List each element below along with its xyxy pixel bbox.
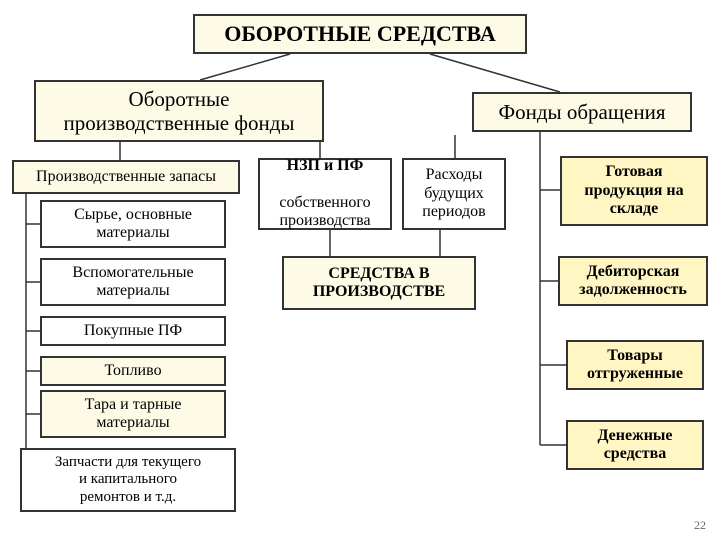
left-item-5: Запчасти для текущего и капитального рем… xyxy=(20,448,236,512)
left-item-4: Тара и тарные материалы xyxy=(40,390,226,438)
level2-circ-funds: Фонды обращения xyxy=(472,92,692,132)
right-item-0: Готовая продукция на складе xyxy=(560,156,708,226)
rashody-box: Расходы будущих периодов xyxy=(402,158,506,230)
left-item-1: Вспомогательные материалы xyxy=(40,258,226,306)
sredstva-box: СРЕДСТВА В ПРОИЗВОДСТВЕ xyxy=(282,256,476,310)
nzp-box: НЗП и ПФ собственного производства xyxy=(258,158,392,230)
prod-zapasy-box: Производственные запасы xyxy=(12,160,240,194)
right-item-1: Дебиторская задолженность xyxy=(558,256,708,306)
right-item-2: Товары отгруженные xyxy=(566,340,704,390)
page-number: 22 xyxy=(694,518,706,533)
left-item-3: Топливо xyxy=(40,356,226,386)
level2-prod-funds: Оборотные производственные фонды xyxy=(34,80,324,142)
right-item-3: Денежные средства xyxy=(566,420,704,470)
left-item-2: Покупные ПФ xyxy=(40,316,226,346)
left-item-0: Сырье, основные материалы xyxy=(40,200,226,248)
title-box: ОБОРОТНЫЕ СРЕДСТВА xyxy=(193,14,527,54)
